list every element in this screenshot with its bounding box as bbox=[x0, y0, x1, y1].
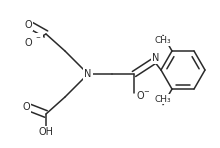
Text: O: O bbox=[24, 38, 32, 48]
Text: $^-$: $^-$ bbox=[34, 33, 42, 42]
Text: O: O bbox=[24, 20, 32, 30]
Text: O$^{-}$: O$^{-}$ bbox=[136, 89, 150, 101]
Text: O: O bbox=[22, 102, 30, 112]
Text: CH₃: CH₃ bbox=[155, 95, 171, 104]
Text: N: N bbox=[84, 69, 92, 79]
Text: N: N bbox=[152, 53, 160, 63]
Text: CH₃: CH₃ bbox=[155, 36, 171, 45]
Text: OH: OH bbox=[38, 127, 53, 137]
